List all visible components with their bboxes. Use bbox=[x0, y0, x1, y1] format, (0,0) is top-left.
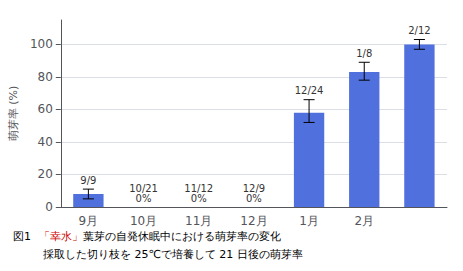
svg-text:採取した切り枝を 25℃で培養して 21 日後の萌芽率: 採取した切り枝を 25℃で培養して 21 日後の萌芽率 bbox=[43, 248, 303, 261]
svg-text:11/12: 11/12 bbox=[184, 182, 214, 194]
svg-text:図1: 図1 bbox=[13, 230, 31, 243]
svg-text:0%: 0% bbox=[191, 193, 207, 204]
svg-text:「幸水」: 「幸水」 bbox=[39, 230, 83, 243]
svg-text:0%: 0% bbox=[136, 193, 152, 204]
svg-text:20: 20 bbox=[38, 167, 53, 181]
svg-text:0: 0 bbox=[45, 200, 53, 214]
svg-text:12/9: 12/9 bbox=[242, 182, 266, 194]
svg-text:10/21: 10/21 bbox=[129, 182, 158, 194]
svg-text:萌芽率 (%): 萌芽率 (%) bbox=[7, 86, 20, 142]
svg-text:9/9: 9/9 bbox=[80, 175, 96, 186]
svg-text:2月: 2月 bbox=[354, 214, 374, 228]
svg-text:11月: 11月 bbox=[185, 214, 212, 228]
svg-text:12/24: 12/24 bbox=[295, 85, 324, 96]
svg-text:0%: 0% bbox=[246, 193, 262, 204]
svg-text:1/8: 1/8 bbox=[356, 48, 372, 59]
svg-text:100: 100 bbox=[30, 37, 53, 51]
svg-text:1月: 1月 bbox=[299, 214, 319, 228]
svg-text:80: 80 bbox=[38, 70, 53, 84]
svg-text:12月: 12月 bbox=[240, 214, 267, 228]
svg-text:10月: 10月 bbox=[130, 214, 157, 228]
svg-text:60: 60 bbox=[38, 102, 53, 116]
svg-text:2/12: 2/12 bbox=[408, 25, 430, 36]
svg-text:葉芽の自発休眠中における萌芽率の変化: 葉芽の自発休眠中における萌芽率の変化 bbox=[83, 230, 281, 243]
svg-text:9月: 9月 bbox=[79, 214, 99, 228]
svg-text:40: 40 bbox=[38, 135, 53, 149]
